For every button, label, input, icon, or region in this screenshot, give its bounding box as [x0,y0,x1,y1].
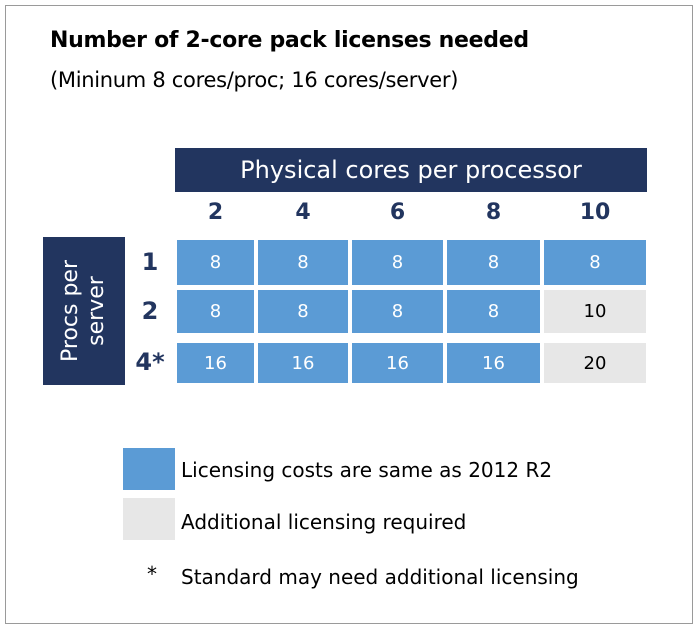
legend-label-additional: Additional licensing required [181,510,467,534]
table-cell: 10 [544,290,646,333]
legend-asterisk: * [147,562,157,586]
table-cell: 16 [258,343,348,383]
row-header: Procs per server [58,260,109,362]
table-cell: 8 [544,240,646,285]
column-label: 8 [485,200,502,225]
column-label: 4 [295,200,311,225]
row-header-box: Procs per server [43,237,125,385]
subtitle: (Mininum 8 cores/proc; 16 cores/server) [50,68,459,92]
column-header: Physical cores per processor [175,148,647,192]
table-cell: 8 [258,290,348,333]
table-cell: 20 [544,343,646,383]
table-cell: 8 [177,240,254,285]
table-cell: 8 [177,290,254,333]
legend-swatch-additional [123,498,175,540]
table-cell: 16 [447,343,540,383]
title: Number of 2-core pack licenses needed [50,28,529,53]
table-cell: 8 [447,240,540,285]
column-label: 2 [207,200,224,225]
table-cell: 16 [352,343,443,383]
table-cell: 16 [177,343,254,383]
table-cell: 8 [258,240,348,285]
row-label: 2 [141,296,159,325]
row-label: 1 [141,247,159,276]
column-label: 10 [579,200,611,225]
table-cell: 8 [352,290,443,333]
legend-label-asterisk: Standard may need additional licensing [181,565,579,589]
legend-swatch-same [123,448,175,490]
table-cell: 8 [352,240,443,285]
column-label: 6 [389,200,406,225]
legend-label-same: Licensing costs are same as 2012 R2 [181,458,553,482]
row-label: 4* [135,348,165,376]
table-cell: 8 [447,290,540,333]
